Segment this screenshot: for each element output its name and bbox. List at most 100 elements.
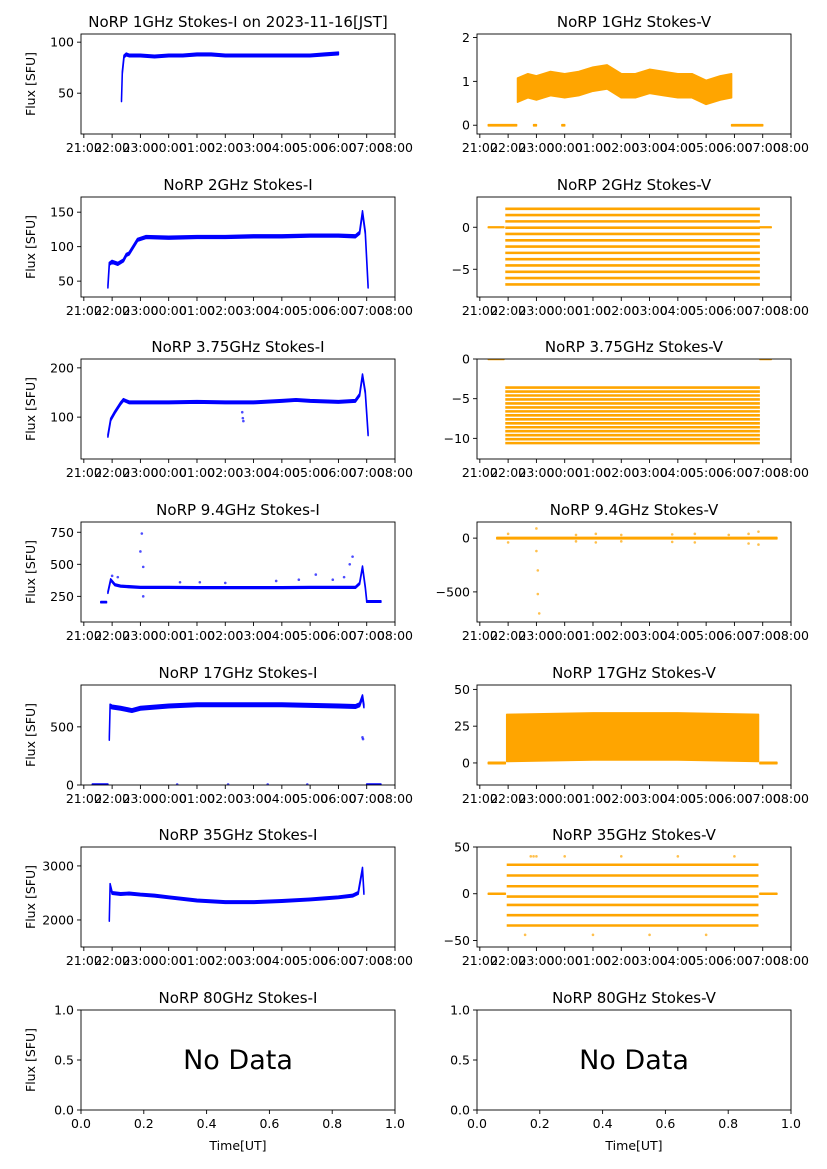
y-tick-label: 0.0 [54,1103,74,1118]
axes-frame [80,846,396,948]
data-point [266,783,270,785]
x-tick-label: 0.0 [71,1116,91,1131]
x-tick-label: 21:00 [462,303,498,318]
y-tick-label: 2 [462,30,470,45]
x-tick-label: 02:00 [603,791,639,806]
y-axis-label: Flux [SFU] [23,703,38,767]
x-tick-label: 05:00 [292,791,328,806]
data-band [487,226,505,229]
axes-frame [476,684,792,786]
data-band [487,123,518,127]
x-tick-label: 22:00 [490,140,526,155]
y-axis-label: Flux [SFU] [23,1028,38,1092]
x-tick-label: 08:00 [377,628,413,643]
x-tick-label: 23:00 [122,140,158,155]
data-point [704,933,708,937]
y-tick-label: 0 [462,118,470,133]
x-tick-label: 00:00 [151,303,187,318]
x-axis-label: Time[UT] [208,1138,266,1153]
x-tick-label: 06:00 [716,465,752,480]
data-point [619,533,623,537]
x-tick-label: 0.8 [718,1116,738,1131]
x-tick-label: 06:00 [320,628,356,643]
x-tick-label: 07:00 [745,628,781,643]
axes-frame [476,846,792,948]
x-tick-label: 03:00 [632,140,668,155]
chart-panel: NoRP 9.4GHz Stokes-V −500 0 21:0022:0023:00… [436,501,809,643]
data-band [759,892,778,896]
y-tick-label: 25 [454,719,470,734]
x-tick-label: 02:00 [603,303,639,318]
axes-frame [80,33,396,135]
data-band [561,123,566,127]
y-tick-label: −500 [436,584,470,599]
x-tick-label: 22:00 [94,140,130,155]
y-tick-label: 100 [50,239,74,254]
x-tick-label: 0.6 [259,1116,279,1131]
x-tick-label: 05:00 [688,465,724,480]
chart-title: NoRP 9.4GHz Stokes-I [156,501,320,519]
y-tick-label: 0 [462,531,470,546]
x-tick-label: 21:00 [66,140,102,155]
y-tick-label: 0.5 [54,1053,74,1068]
x-tick-label: 02:00 [603,140,639,155]
data-point [747,532,750,536]
y-tick-label: 0 [462,755,470,770]
data-band [516,64,733,106]
x-tick-label: 07:00 [349,140,385,155]
x-tick-label: 01:00 [575,140,611,155]
data-point [676,855,680,858]
x-tick-label: 22:00 [490,953,526,968]
y-tick-label: −5 [452,391,470,406]
axes-frame [80,358,396,460]
x-tick-label: 0.4 [197,1116,217,1131]
x-tick-label: 08:00 [377,791,413,806]
data-point [535,527,538,530]
data-point [537,612,541,615]
x-tick-label: 04:00 [264,628,300,643]
x-tick-label: 04:00 [264,140,300,155]
data-point [536,569,540,572]
x-tick-label: 04:00 [264,303,300,318]
x-tick-label: 03:00 [632,628,668,643]
y-tick-label: 50 [58,274,74,289]
axes-frame [476,521,792,623]
x-tick-label: 05:00 [688,953,724,968]
data-point [198,580,202,584]
x-tick-label: 23:00 [518,791,554,806]
x-tick-label: 06:00 [320,791,356,806]
x-tick-label: 1.0 [781,1116,801,1131]
x-tick-label: 06:00 [716,953,752,968]
x-tick-label: 0.8 [322,1116,342,1131]
chart-title: NoRP 3.75GHz Stokes-I [151,338,324,356]
data-point [574,540,578,543]
x-tick-label: 0.0 [467,1116,487,1131]
x-tick-label: 23:00 [122,953,158,968]
x-tick-label: 03:00 [236,953,272,968]
data-band [107,210,369,289]
data-point [536,592,540,596]
plot-area [120,51,340,103]
data-band [107,373,369,438]
axes-frame [476,358,792,460]
data-band [532,123,538,127]
x-tick-label: 00:00 [151,953,187,968]
data-point [648,933,651,937]
y-axis-label: Flux [SFU] [23,52,38,116]
y-tick-label: 150 [50,205,74,220]
x-tick-label: 06:00 [320,140,356,155]
x-tick-label: 05:00 [688,791,724,806]
x-tick-label: 01:00 [575,628,611,643]
data-band [108,694,365,741]
data-point [140,532,144,535]
x-tick-label: 00:00 [547,953,583,968]
x-tick-label: 02:00 [603,628,639,643]
y-tick-label: 50 [454,840,470,855]
x-tick-label: 22:00 [490,303,526,318]
x-tick-label: 04:00 [660,791,696,806]
data-band [107,565,368,603]
chart-title: NoRP 1GHz Stokes-I on 2023-11-16[JST] [88,13,388,31]
x-tick-label: 0.6 [655,1116,675,1131]
axes-frame [476,33,792,135]
x-tick-label: 08:00 [773,628,809,643]
